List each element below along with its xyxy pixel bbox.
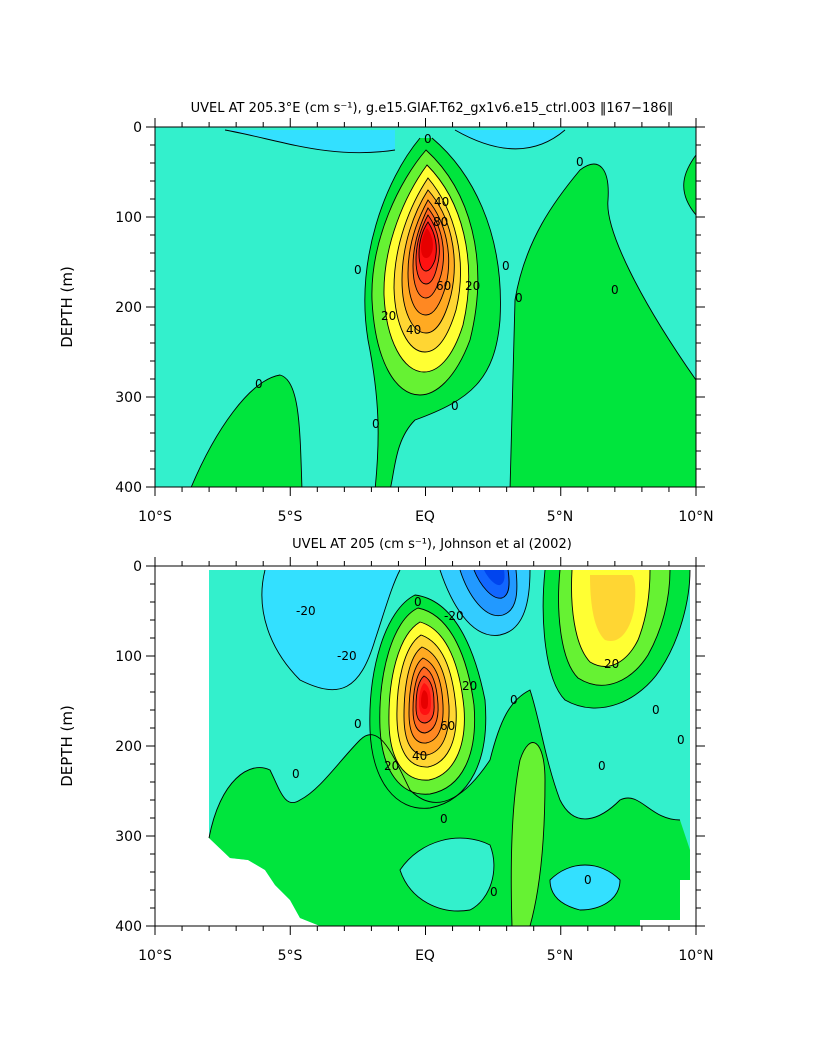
y-axis-label: DEPTH (m) (58, 266, 76, 348)
contour-labels-observed: -20 -20 -20 0 0 0 0 0 0 0 0 0 0 20 20 20… (292, 595, 685, 899)
euc-core-model (371, 150, 478, 395)
contour-label: 0 (584, 873, 592, 887)
contour-label: 20 (462, 679, 477, 693)
contour-label: -20 (337, 649, 357, 663)
contour-label: 40 (412, 749, 427, 763)
panel-model-title: UVEL AT 205.3°E (cm s⁻¹), g.e15.GIAF.T62… (191, 101, 674, 116)
y-axis-label: DEPTH (m) (58, 705, 76, 787)
fill-pos-east (510, 164, 696, 487)
contour-label: 0 (510, 693, 518, 707)
contour-label: 0 (451, 399, 459, 413)
fill-neg20 (261, 570, 400, 690)
fill-neg-surface (455, 130, 565, 149)
contour-label: 0 (652, 703, 660, 717)
x-tick-label: 5°S (278, 509, 303, 525)
contours-model (190, 129, 696, 487)
contours-observed (208, 569, 691, 926)
panel-model-field: 0 0 0 0 0 0 0 0 0 20 20 40 40 60 80 (155, 127, 696, 487)
contour-label: 60 (436, 279, 451, 293)
fill-neg-lower (400, 838, 494, 911)
contour-label: 20 (384, 759, 399, 773)
contour-label: 20 (465, 279, 480, 293)
fill-neg-lower (550, 865, 620, 910)
contour-label: 0 (255, 377, 263, 391)
contour-labels-model: 0 0 0 0 0 0 0 0 0 20 20 40 40 60 80 (255, 132, 619, 431)
panel-model: UVEL AT 205.3°E (cm s⁻¹), g.e15.GIAF.T62… (58, 101, 714, 525)
panel-observed: UVEL AT 205 (cm s⁻¹), Johnson et al (200… (58, 537, 714, 964)
x-tick-label: 10°S (138, 948, 172, 964)
contour-label: 0 (354, 717, 362, 731)
contour-label: 0 (490, 885, 498, 899)
fill-pos-southwest (191, 375, 302, 487)
y-tick-label: 200 (115, 300, 142, 316)
contour-label: 40 (434, 195, 449, 209)
x-tick-label: 5°N (547, 509, 573, 525)
contour-label: -20 (444, 609, 464, 623)
contour-label: 0 (354, 263, 362, 277)
y-tick-label: 300 (115, 390, 142, 406)
x-tick-label: 5°N (547, 948, 573, 964)
x-tick-label: 10°N (678, 948, 713, 964)
y-tick-label: 0 (133, 559, 142, 575)
contour-label: 20 (604, 657, 619, 671)
contour-label: 0 (677, 733, 685, 747)
panel-observed-field: -20 -20 -20 0 0 0 0 0 0 0 0 0 0 20 20 20… (208, 569, 691, 926)
contour-label: 0 (414, 595, 422, 609)
y-tick-label: 100 (115, 649, 142, 665)
panel-observed-ticks (146, 557, 705, 935)
x-tick-label: EQ (415, 509, 435, 525)
y-tick-label: 100 (115, 210, 142, 226)
fill-necc (590, 575, 636, 641)
contour-label: 0 (611, 283, 619, 297)
y-tick-label: 400 (115, 480, 142, 496)
x-tick-label: 5°S (278, 948, 303, 964)
contour-label: -20 (296, 604, 316, 618)
contour-label: 0 (598, 759, 606, 773)
y-tick-label: 0 (133, 120, 142, 136)
contour-label: 0 (372, 417, 380, 431)
contour-label: 0 (515, 291, 523, 305)
fill-neg-surface (225, 130, 395, 153)
fill-neg-sec (484, 570, 505, 586)
contour-label: 20 (381, 309, 396, 323)
contour-label: 0 (440, 812, 448, 826)
y-tick-label: 400 (115, 919, 142, 935)
contour-label: 0 (502, 259, 510, 273)
y-tick-label: 300 (115, 829, 142, 845)
panel-model-ticks (146, 118, 705, 496)
contour-label: 80 (433, 215, 448, 229)
contour-label: 60 (440, 719, 455, 733)
y-tick-label: 200 (115, 739, 142, 755)
panel-observed-title: UVEL AT 205 (cm s⁻¹), Johnson et al (200… (292, 537, 572, 552)
contour-label: 0 (424, 132, 432, 146)
contour-label: 40 (406, 323, 421, 337)
contour-label: 0 (576, 155, 584, 169)
fill-pos-strong (511, 742, 545, 926)
contour-label: 0 (292, 767, 300, 781)
x-tick-label: 10°S (138, 509, 172, 525)
x-tick-label: EQ (415, 948, 435, 964)
x-tick-label: 10°N (678, 509, 713, 525)
